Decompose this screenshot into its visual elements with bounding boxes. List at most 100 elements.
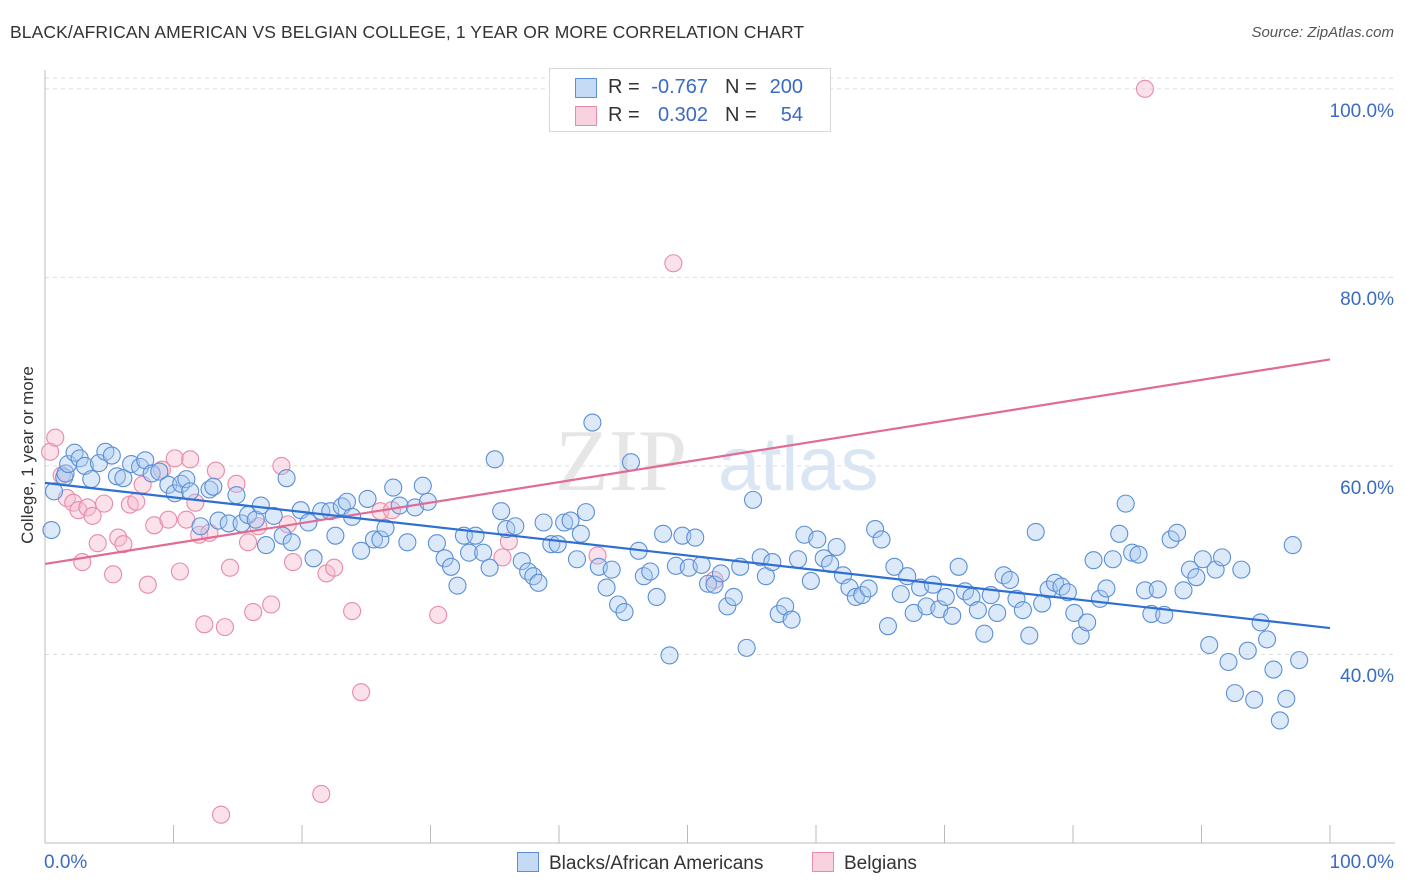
- point-blacks: [529, 573, 548, 592]
- legend-label-blacks: Blacks/African Americans: [549, 853, 764, 874]
- point-blacks: [150, 462, 169, 481]
- point-blacks: [142, 464, 161, 483]
- stats-box: R = -0.767 N = 200 R = 0.302 N = 54: [549, 68, 831, 132]
- point-belgians: [152, 460, 171, 479]
- point-blacks: [576, 503, 596, 522]
- point-belgians: [104, 565, 123, 584]
- point-blacks: [256, 536, 276, 555]
- point-blacks: [641, 562, 660, 581]
- point-blacks: [1219, 652, 1238, 672]
- point-blacks: [1270, 711, 1289, 730]
- point-blacks: [42, 520, 61, 540]
- y-tick-label: 60.0%: [1340, 477, 1394, 499]
- point-blacks: [988, 603, 1007, 623]
- legend-swatch-blue: [517, 852, 539, 872]
- legend-label-belgians: Belgians: [844, 853, 917, 874]
- point-belgians: [244, 602, 263, 622]
- point-blacks: [1251, 613, 1270, 632]
- point-blacks: [724, 587, 743, 607]
- point-blacks: [474, 543, 493, 562]
- point-blacks: [711, 564, 730, 583]
- r-value: -0.767: [651, 76, 708, 98]
- point-blacks: [1116, 494, 1135, 513]
- y-tick-label: 80.0%: [1340, 289, 1394, 311]
- point-belgians: [83, 506, 102, 525]
- point-blacks: [442, 557, 461, 576]
- point-blacks: [136, 451, 155, 470]
- point-blacks: [583, 413, 602, 432]
- point-blacks: [376, 519, 395, 538]
- point-belgians: [1135, 79, 1155, 98]
- point-blacks: [1187, 568, 1206, 587]
- point-blacks: [891, 585, 910, 604]
- point-blacks: [555, 513, 574, 532]
- point-blacks: [859, 579, 878, 598]
- point-blacks: [304, 549, 323, 568]
- point-blacks: [1110, 524, 1129, 543]
- point-blacks: [561, 511, 580, 530]
- point-blacks: [1071, 626, 1090, 645]
- point-blacks: [1232, 560, 1251, 579]
- point-blacks: [1020, 626, 1039, 645]
- point-blacks: [1174, 581, 1193, 600]
- trend-line-belgians: [44, 358, 1331, 566]
- watermark-zip: ZIP: [555, 413, 687, 510]
- point-blacks: [692, 555, 711, 574]
- point-blacks: [506, 517, 525, 536]
- point-blacks: [615, 602, 634, 622]
- point-blacks: [763, 553, 782, 572]
- point-blacks: [827, 537, 846, 557]
- point-belgians: [170, 562, 189, 581]
- point-blacks: [492, 502, 511, 521]
- point-blacks: [1225, 684, 1244, 703]
- r-label: R =: [608, 76, 640, 98]
- point-blacks: [102, 446, 121, 465]
- point-blacks: [480, 558, 499, 577]
- r-value: 0.302: [657, 104, 708, 126]
- point-blacks: [364, 530, 384, 549]
- watermark: ZIP atlas: [555, 413, 879, 510]
- point-belgians: [206, 461, 225, 480]
- point-blacks: [191, 517, 210, 536]
- point-blacks: [660, 646, 679, 665]
- point-blacks: [246, 510, 265, 529]
- point-blacks: [975, 624, 994, 643]
- point-blacks: [968, 601, 987, 620]
- point-blacks: [1026, 522, 1045, 541]
- point-blacks: [885, 557, 904, 576]
- point-belgians: [88, 534, 107, 553]
- point-blacks: [737, 638, 756, 657]
- stats-row-belgians: R = 0.302 N = 54: [550, 101, 830, 129]
- point-blacks: [1161, 530, 1180, 549]
- point-belgians: [95, 494, 114, 513]
- point-blacks: [264, 506, 283, 525]
- point-blacks: [466, 526, 485, 545]
- point-blacks: [853, 586, 872, 605]
- point-blacks: [1065, 603, 1084, 623]
- point-blacks: [485, 450, 504, 469]
- point-blacks: [1180, 560, 1199, 579]
- r-label: R =: [608, 104, 640, 126]
- point-blacks: [718, 597, 737, 616]
- point-blacks: [878, 617, 898, 636]
- point-blacks: [358, 489, 377, 508]
- point-blacks: [602, 560, 621, 579]
- point-blacks: [65, 443, 84, 462]
- point-blacks: [459, 543, 479, 562]
- point-blacks: [413, 476, 432, 495]
- point-blacks: [567, 550, 587, 569]
- point-blacks: [571, 524, 590, 543]
- point-blacks: [1283, 536, 1302, 555]
- point-blacks: [181, 482, 200, 501]
- point-belgians: [127, 492, 146, 511]
- legend-item-blacks: Blacks/African Americans: [517, 852, 763, 875]
- point-blacks: [277, 469, 296, 488]
- point-belgians: [664, 254, 683, 273]
- point-blacks: [548, 535, 567, 554]
- point-blacks: [621, 453, 641, 472]
- point-blacks: [743, 490, 763, 509]
- point-belgians: [41, 442, 60, 461]
- point-blacks: [326, 526, 345, 545]
- point-blacks: [1238, 641, 1257, 660]
